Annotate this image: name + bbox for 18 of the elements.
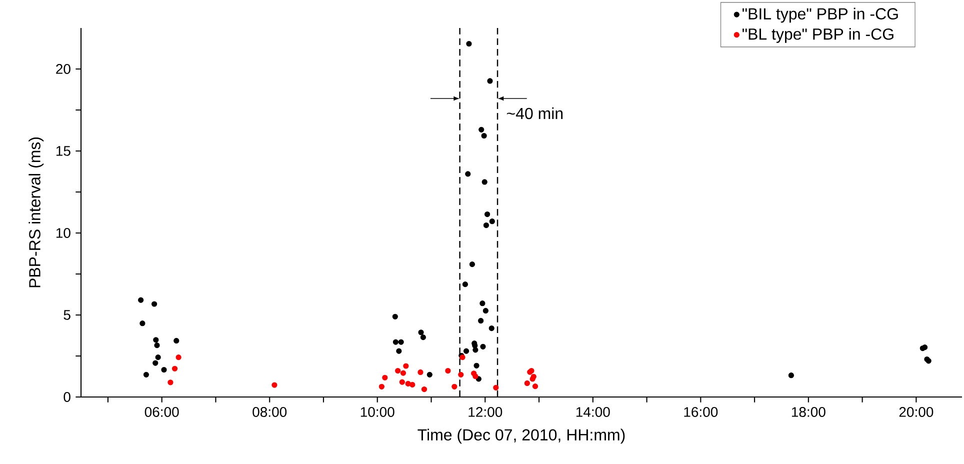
y-axis-title: PBP-RS interval (ms) bbox=[28, 138, 44, 288]
y-tick-label: 10 bbox=[56, 228, 70, 238]
y-tick-label: 0 bbox=[64, 392, 70, 402]
x-tick-label: 20:00 bbox=[899, 407, 934, 417]
x-tick-label: 06:00 bbox=[144, 407, 179, 417]
x-axis-title: Time (Dec 07, 2010, HH:mm) bbox=[418, 428, 625, 444]
y-tick-label: 5 bbox=[64, 310, 70, 320]
x-tick-label: 10:00 bbox=[360, 407, 394, 417]
legend-label: "BIL type" PBP in -CG bbox=[742, 8, 898, 23]
x-tick-label: 16:00 bbox=[684, 407, 718, 417]
ref-line-label: ~40 min bbox=[506, 107, 563, 120]
x-tick-label: 18:00 bbox=[792, 407, 826, 417]
y-tick-label: 20 bbox=[56, 64, 70, 74]
x-tick-label: 08:00 bbox=[252, 407, 287, 417]
y-tick-label: 15 bbox=[56, 146, 70, 156]
legend-label: "BL type" PBP in -CG bbox=[742, 28, 894, 43]
x-tick-label: 12:00 bbox=[468, 407, 502, 417]
x-tick-label: 14:00 bbox=[576, 407, 610, 417]
